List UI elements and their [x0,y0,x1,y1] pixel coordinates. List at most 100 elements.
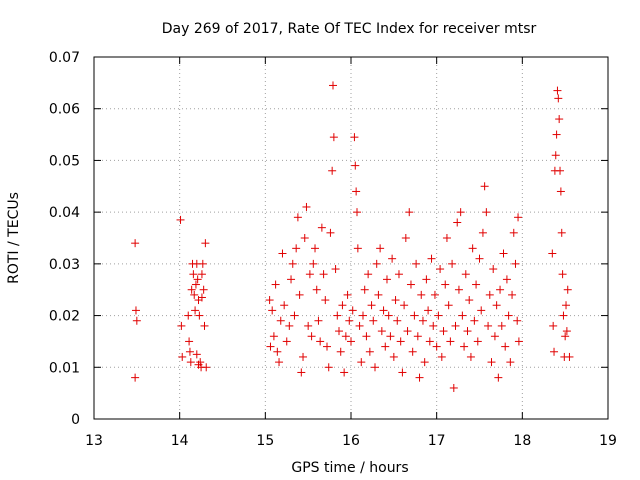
data-point [328,166,337,175]
data-point [197,270,206,279]
data-point [185,347,194,356]
data-point [185,337,194,346]
data-point [565,352,574,361]
data-point [374,290,383,299]
data-point [365,347,374,356]
data-point [319,270,328,279]
x-axis-label: GPS time / hours [291,460,408,476]
data-point [401,234,410,242]
data-point [295,290,304,299]
data-point [191,280,200,289]
data-point [314,316,323,325]
data-point [562,327,571,336]
data-point [333,311,342,320]
y-tick-label: 0.07 [49,50,80,66]
y-tick-label: 0.06 [49,102,80,118]
data-point [492,301,501,310]
data-point [427,254,436,263]
y-tick-label: 0.03 [49,257,80,273]
data-point [269,332,278,341]
data-point [553,86,562,95]
data-point [548,249,557,258]
data-point [358,311,367,320]
data-point [413,332,422,341]
data-point [360,285,369,294]
data-point [470,316,479,325]
data-point [329,81,338,90]
data-point [478,228,487,237]
x-tick-label: 13 [85,433,103,449]
data-point [460,342,469,351]
data-point [552,130,561,139]
data-point [422,275,431,284]
data-point [417,290,426,299]
data-point [556,166,565,175]
data-point [468,244,477,253]
data-point [317,223,326,232]
data-point [190,290,199,299]
data-point [556,187,565,196]
data-point [307,332,316,341]
data-point [357,358,366,367]
data-point [477,306,486,315]
data-point [336,347,345,356]
data-points [131,81,574,392]
data-point [394,270,403,279]
data-point [305,270,314,279]
data-point [451,321,460,330]
data-point [273,347,282,356]
data-point [326,228,335,237]
data-point [475,254,484,263]
data-point [472,280,481,289]
data-point [355,321,364,330]
data-point [382,275,391,284]
data-point [473,337,482,346]
data-point [287,275,296,284]
y-tick-label: 0.02 [49,309,80,325]
data-point [441,280,450,289]
data-point [352,187,361,196]
data-point [400,301,409,310]
x-tick-label: 18 [513,433,531,449]
data-point [489,265,498,274]
data-point [551,151,560,160]
data-point [195,311,204,320]
data-point [549,321,558,330]
data-point [405,208,414,217]
data-point [377,327,386,336]
x-tick-label: 16 [342,433,360,449]
data-point [132,316,141,325]
data-point [293,213,302,222]
data-point [369,316,378,325]
data-point [508,290,517,299]
data-point [352,208,361,217]
data-point [351,161,360,170]
data-point [412,259,421,268]
data-point [335,327,344,336]
y-tick-label: 0.01 [49,360,80,376]
data-point [502,275,511,284]
data-point [484,321,493,330]
data-point [362,332,371,341]
data-point [490,332,499,341]
data-point [200,321,209,330]
data-point [430,290,439,299]
data-point [186,358,195,367]
data-point [297,368,306,377]
data-point [197,293,206,302]
data-point [176,215,185,224]
data-point [278,249,287,258]
data-point [448,259,457,268]
x-tick-label: 14 [171,433,189,449]
data-point [268,306,277,315]
data-point [420,358,429,367]
data-point [513,316,522,325]
data-point [442,234,451,242]
data-point [434,311,443,320]
data-point [343,290,352,299]
data-point [353,244,362,253]
data-point [311,244,320,253]
data-point [300,234,309,242]
data-point [403,327,412,336]
